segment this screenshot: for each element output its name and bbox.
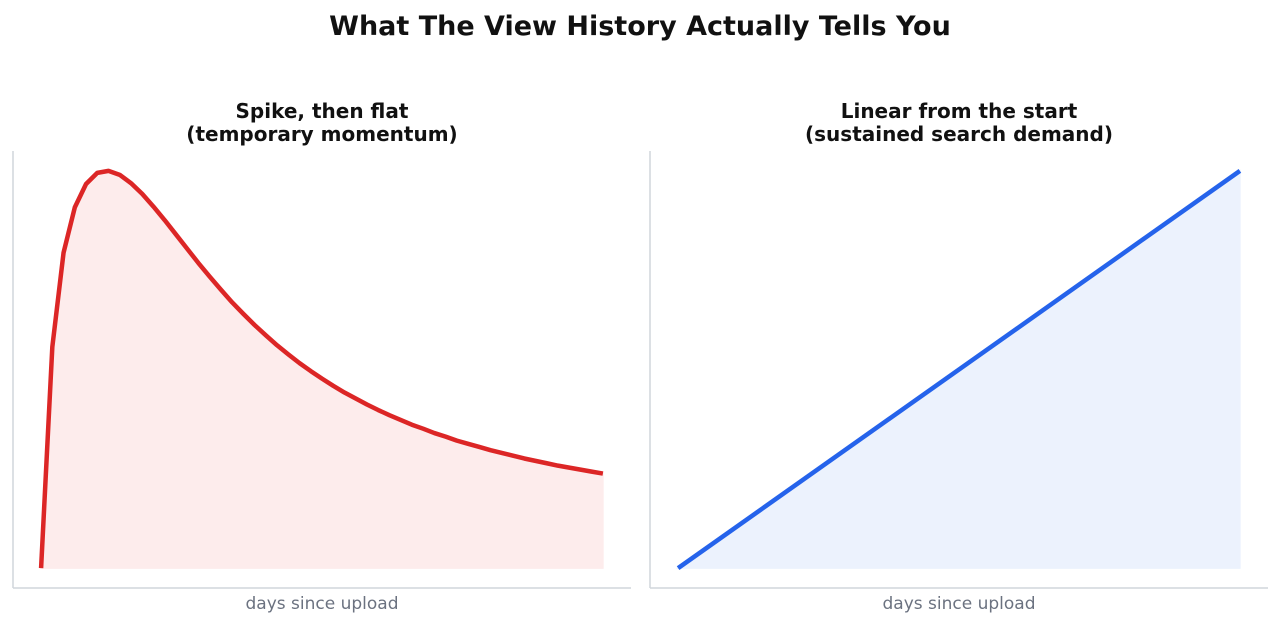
right-chart-title-line-2: (sustained search demand) (805, 122, 1113, 146)
left-chart-title-line-2: (temporary momentum) (186, 122, 457, 146)
figure-title: What The View History Actually Tells You (329, 11, 951, 42)
right-chart-x-axis-label: days since upload (883, 594, 1036, 614)
left-chart-panel: Spike, then flat (temporary momentum) da… (12, 99, 631, 614)
left-chart-title-line-1: Spike, then flat (236, 99, 409, 123)
left-chart-series-line (38, 168, 604, 569)
right-chart-panel: Linear from the start (sustained search … (649, 99, 1268, 614)
right-chart-title-line-1: Linear from the start (841, 99, 1078, 123)
left-chart-x-axis-label: days since upload (246, 594, 399, 614)
left-chart-area-fill (40, 170, 604, 569)
right-chart-series-line (676, 169, 1242, 570)
